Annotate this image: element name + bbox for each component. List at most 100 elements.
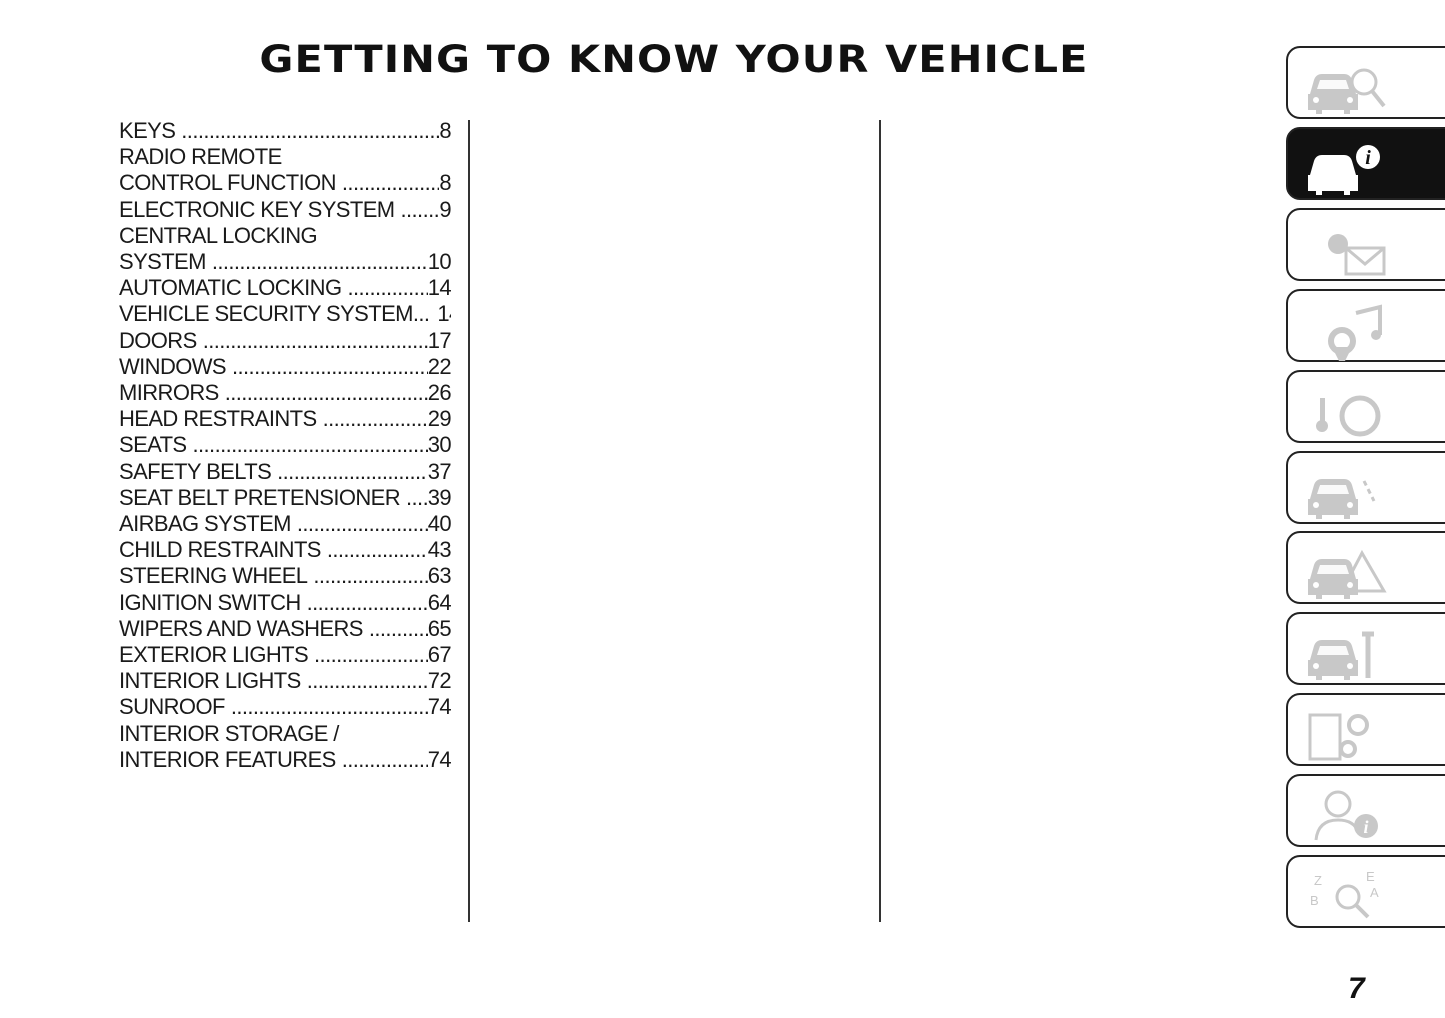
toc-entry[interactable]: CHILD RESTRAINTS 43 (119, 537, 451, 563)
toc-entry[interactable]: SEAT BELT PRETENSIONER 39 (119, 485, 451, 511)
section-tab-warning-light-message[interactable] (1286, 207, 1445, 281)
dot-leader (301, 668, 428, 694)
toc-entry[interactable]: SUNROOF 74 (119, 694, 451, 720)
dot-leader (336, 747, 428, 773)
driver-assistance-icon (1308, 478, 1376, 519)
car-info-icon: i (1308, 144, 1380, 195)
dot-leader (341, 275, 427, 301)
dot-leader (175, 118, 439, 144)
toc-line: WINDOWS 22 (119, 354, 451, 380)
toc-page-number: 74 (427, 694, 451, 720)
toc-line: SUNROOF 74 (119, 694, 451, 720)
toc-line: VEHICLE SECURITY SYSTEM... 14 (119, 301, 451, 327)
toc-entry[interactable]: VEHICLE SECURITY SYSTEM... 14 (119, 301, 451, 327)
toc-line: STEERING WHEEL 63 (119, 563, 451, 589)
toc-title: SEATS (119, 432, 187, 458)
toc-title: SYSTEM (119, 249, 206, 275)
svg-text:i: i (1363, 817, 1368, 837)
toc-page-number: 14 (427, 275, 451, 301)
toc-page-number: 63 (427, 563, 451, 589)
toc-entry[interactable]: EXTERIOR LIGHTS 67 (119, 642, 451, 668)
svg-text:B: B (1310, 893, 1319, 908)
section-tab-car-search[interactable] (1286, 46, 1445, 119)
toc-entry[interactable]: WIPERS AND WASHERS 65 (119, 616, 451, 642)
toc-line: SAFETY BELTS 37 (119, 459, 451, 485)
toc-line: SEATS 30 (119, 432, 451, 458)
emergency-car-icon (1308, 550, 1387, 600)
dot-leader (307, 563, 427, 589)
warning-light-message-icon (1328, 233, 1386, 276)
dot-leader (308, 642, 428, 668)
toc-title: RADIO REMOTE (119, 144, 282, 170)
toc-page-number: 26 (427, 380, 451, 406)
toc-page-number: 39 (427, 484, 451, 510)
section-tab-radio-navigation-music[interactable] (1286, 288, 1445, 362)
toc-line: ELECTRONIC KEY SYSTEM 9 (119, 197, 451, 223)
toc-entry[interactable]: SEATS 30 (119, 432, 451, 458)
toc-title: CHILD RESTRAINTS (119, 537, 321, 563)
toc-page-number: 43 (427, 537, 451, 563)
toc-title: INTERIOR LIGHTS (119, 668, 301, 694)
section-tab-technical-specs[interactable] (1286, 693, 1445, 767)
starting-driving-icon (1316, 395, 1381, 437)
toc-entry[interactable]: AIRBAG SYSTEM 40 (119, 511, 451, 537)
toc-title: DOORS (119, 327, 197, 353)
section-tab-emergency-car[interactable] (1286, 531, 1445, 605)
toc-entry[interactable]: WINDOWS 22 (119, 354, 451, 380)
toc-line: INTERIOR FEATURES 74 (119, 747, 451, 773)
toc-line: MIRRORS 26 (119, 380, 451, 406)
toc-entry[interactable]: INTERIOR STORAGE /INTERIOR FEATURES 74 (119, 721, 451, 773)
dot-leader (363, 616, 428, 642)
dot-leader (219, 380, 428, 406)
toc-line: IGNITION SWITCH 64 (119, 590, 451, 616)
toc-line: CHILD RESTRAINTS 43 (119, 537, 451, 563)
svg-text:A: A (1370, 885, 1379, 900)
toc-line: RADIO REMOTE (119, 144, 451, 170)
toc-entry[interactable]: KEYS 8 (119, 118, 451, 144)
toc-page-number: 10 (427, 249, 451, 275)
car-search-icon (1308, 68, 1386, 114)
toc-entry[interactable]: MIRRORS 26 (119, 380, 451, 406)
section-tab-starting-driving[interactable] (1286, 369, 1445, 443)
section-tab-car-maintenance[interactable] (1286, 612, 1445, 686)
toc-entry[interactable]: DOORS 17 (119, 328, 451, 354)
toc-title: CENTRAL LOCKING (119, 222, 318, 248)
section-tab-driver-assistance[interactable] (1286, 450, 1445, 524)
toc-entry[interactable]: INTERIOR LIGHTS 72 (119, 668, 451, 694)
svg-text:i: i (1365, 147, 1371, 169)
toc-line: AIRBAG SYSTEM 40 (119, 511, 451, 537)
dot-leader (321, 537, 428, 563)
toc-title: EXTERIOR LIGHTS (119, 642, 309, 668)
toc-line: INTERIOR LIGHTS 72 (119, 668, 451, 694)
toc-line: HEAD RESTRAINTS 29 (119, 406, 451, 432)
technical-specs-icon (1308, 713, 1369, 761)
toc-page-number: 74 (427, 746, 451, 772)
section-tab-car-info[interactable]: i (1286, 126, 1445, 200)
svg-text:Z: Z (1314, 873, 1322, 888)
toc-title: ELECTRONIC KEY SYSTEM (119, 196, 395, 222)
toc-entry[interactable]: STEERING WHEEL 63 (119, 563, 451, 589)
toc-entry[interactable]: ELECTRONIC KEY SYSTEM 9 (119, 197, 451, 223)
toc-title: MIRRORS (119, 380, 219, 406)
column-divider (879, 120, 881, 922)
toc-title: AUTOMATIC LOCKING (119, 275, 342, 301)
toc-entry[interactable]: AUTOMATIC LOCKING 14 (119, 275, 451, 301)
toc-entry[interactable]: IGNITION SWITCH 64 (119, 590, 451, 616)
toc-title: STEERING WHEEL (119, 563, 308, 589)
page-number: 7 (1348, 972, 1365, 1005)
toc-title: WIPERS AND WASHERS (119, 615, 363, 641)
dot-leader (429, 301, 437, 327)
dot-leader (291, 511, 428, 537)
car-maintenance-icon (1308, 631, 1374, 681)
section-tab-user-info[interactable]: i (1286, 774, 1445, 848)
toc-entry[interactable]: SAFETY BELTS 37 (119, 459, 451, 485)
dot-leader (226, 354, 428, 380)
toc-title: AIRBAG SYSTEM (119, 511, 292, 537)
toc-entry[interactable]: HEAD RESTRAINTS 29 (119, 406, 451, 432)
dot-leader (400, 485, 428, 511)
toc-title: VEHICLE SECURITY SYSTEM... (119, 301, 430, 327)
